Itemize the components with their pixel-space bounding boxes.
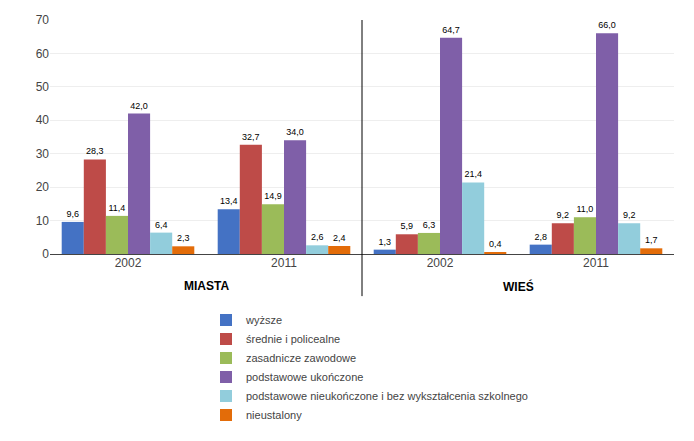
svg-text:nieustalony: nieustalony	[246, 409, 302, 421]
svg-text:2002: 2002	[115, 256, 142, 270]
svg-text:40: 40	[36, 113, 50, 127]
svg-text:2,8: 2,8	[534, 232, 547, 242]
svg-text:podstawowe ukończone: podstawowe ukończone	[246, 371, 363, 383]
svg-text:10: 10	[36, 214, 50, 228]
svg-text:1,7: 1,7	[645, 235, 658, 245]
svg-text:2,4: 2,4	[333, 233, 346, 243]
svg-text:wyższe: wyższe	[245, 314, 282, 326]
svg-text:50: 50	[36, 80, 50, 94]
svg-text:11,4: 11,4	[109, 203, 126, 213]
svg-text:60: 60	[36, 47, 50, 61]
svg-text:21,4: 21,4	[464, 169, 482, 179]
svg-text:28,3: 28,3	[86, 146, 104, 156]
svg-text:14,9: 14,9	[264, 191, 282, 201]
svg-text:2011: 2011	[271, 256, 297, 270]
svg-text:6,3: 6,3	[423, 220, 436, 230]
svg-text:MIASTA: MIASTA	[184, 279, 229, 293]
svg-text:66,0: 66,0	[598, 20, 616, 30]
svg-text:9,2: 9,2	[557, 210, 570, 220]
svg-text:34,0: 34,0	[286, 127, 304, 137]
svg-text:podstawowe nieukończone i bez: podstawowe nieukończone i bez wykształce…	[246, 390, 528, 402]
svg-text:9,6: 9,6	[66, 209, 79, 219]
svg-text:1,3: 1,3	[378, 237, 391, 247]
svg-text:zasadnicze zawodowe: zasadnicze zawodowe	[246, 352, 356, 364]
svg-text:30: 30	[36, 147, 50, 161]
svg-text:2002: 2002	[427, 256, 454, 270]
svg-text:42,0: 42,0	[130, 101, 148, 111]
svg-text:9,2: 9,2	[623, 210, 636, 220]
svg-text:5,9: 5,9	[401, 221, 414, 231]
svg-text:2011: 2011	[583, 256, 609, 270]
svg-text:32,7: 32,7	[242, 132, 260, 142]
svg-text:0,4: 0,4	[489, 239, 502, 249]
svg-text:średnie i policealne: średnie i policealne	[246, 333, 340, 345]
svg-text:6,4: 6,4	[155, 220, 168, 230]
svg-text:11,0: 11,0	[577, 204, 594, 214]
svg-text:70: 70	[36, 13, 50, 27]
svg-text:20: 20	[36, 180, 50, 194]
svg-text:64,7: 64,7	[442, 25, 460, 35]
svg-text:2,3: 2,3	[177, 233, 190, 243]
svg-text:0: 0	[42, 247, 49, 261]
svg-text:2,6: 2,6	[311, 232, 324, 242]
svg-text:13,4: 13,4	[220, 196, 238, 206]
svg-text:WIEŚ: WIEŚ	[503, 279, 534, 294]
